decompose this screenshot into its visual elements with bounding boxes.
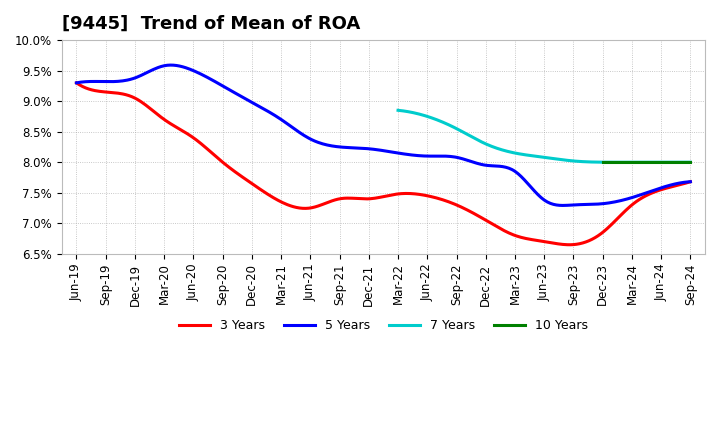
10 Years (605, 160, 613, 165)
3 Years (272, 197, 281, 202)
7 Years (606, 160, 615, 165)
10 Years (634, 160, 642, 165)
10 Years (686, 160, 695, 165)
3 Years (146, 106, 155, 111)
5 Years (686, 179, 695, 184)
3 Years (686, 179, 695, 184)
5 Years (274, 115, 282, 120)
5 Years (146, 68, 155, 73)
7 Years (429, 116, 438, 121)
5 Years (558, 203, 567, 208)
5 Years (166, 62, 175, 68)
10 Years (627, 160, 636, 165)
7 Years (510, 150, 518, 155)
7 Years (610, 160, 618, 165)
Line: 7 Years: 7 Years (398, 110, 690, 162)
5 Years (460, 157, 469, 162)
10 Years (662, 160, 671, 165)
5 Years (317, 141, 325, 146)
10 Years (605, 160, 613, 165)
3 Years (315, 203, 324, 208)
10 Years (662, 160, 671, 165)
5 Years (520, 177, 528, 182)
3 Years (459, 205, 467, 210)
5 Years (72, 80, 81, 85)
3 Years (516, 234, 524, 239)
7 Years (394, 108, 402, 113)
3 Years (72, 80, 81, 85)
Line: 5 Years: 5 Years (76, 65, 690, 205)
10 Years (654, 160, 662, 165)
Legend: 3 Years, 5 Years, 7 Years, 10 Years: 3 Years, 5 Years, 7 Years, 10 Years (174, 314, 593, 337)
7 Years (577, 159, 586, 164)
Line: 3 Years: 3 Years (76, 83, 690, 245)
7 Years (489, 144, 498, 150)
7 Years (686, 160, 695, 165)
5 Years (517, 174, 526, 179)
10 Years (598, 160, 607, 165)
3 Years (564, 242, 573, 247)
10 Years (609, 160, 618, 165)
7 Years (605, 160, 613, 165)
Text: [9445]  Trend of Mean of ROA: [9445] Trend of Mean of ROA (62, 15, 360, 33)
3 Years (518, 235, 527, 240)
